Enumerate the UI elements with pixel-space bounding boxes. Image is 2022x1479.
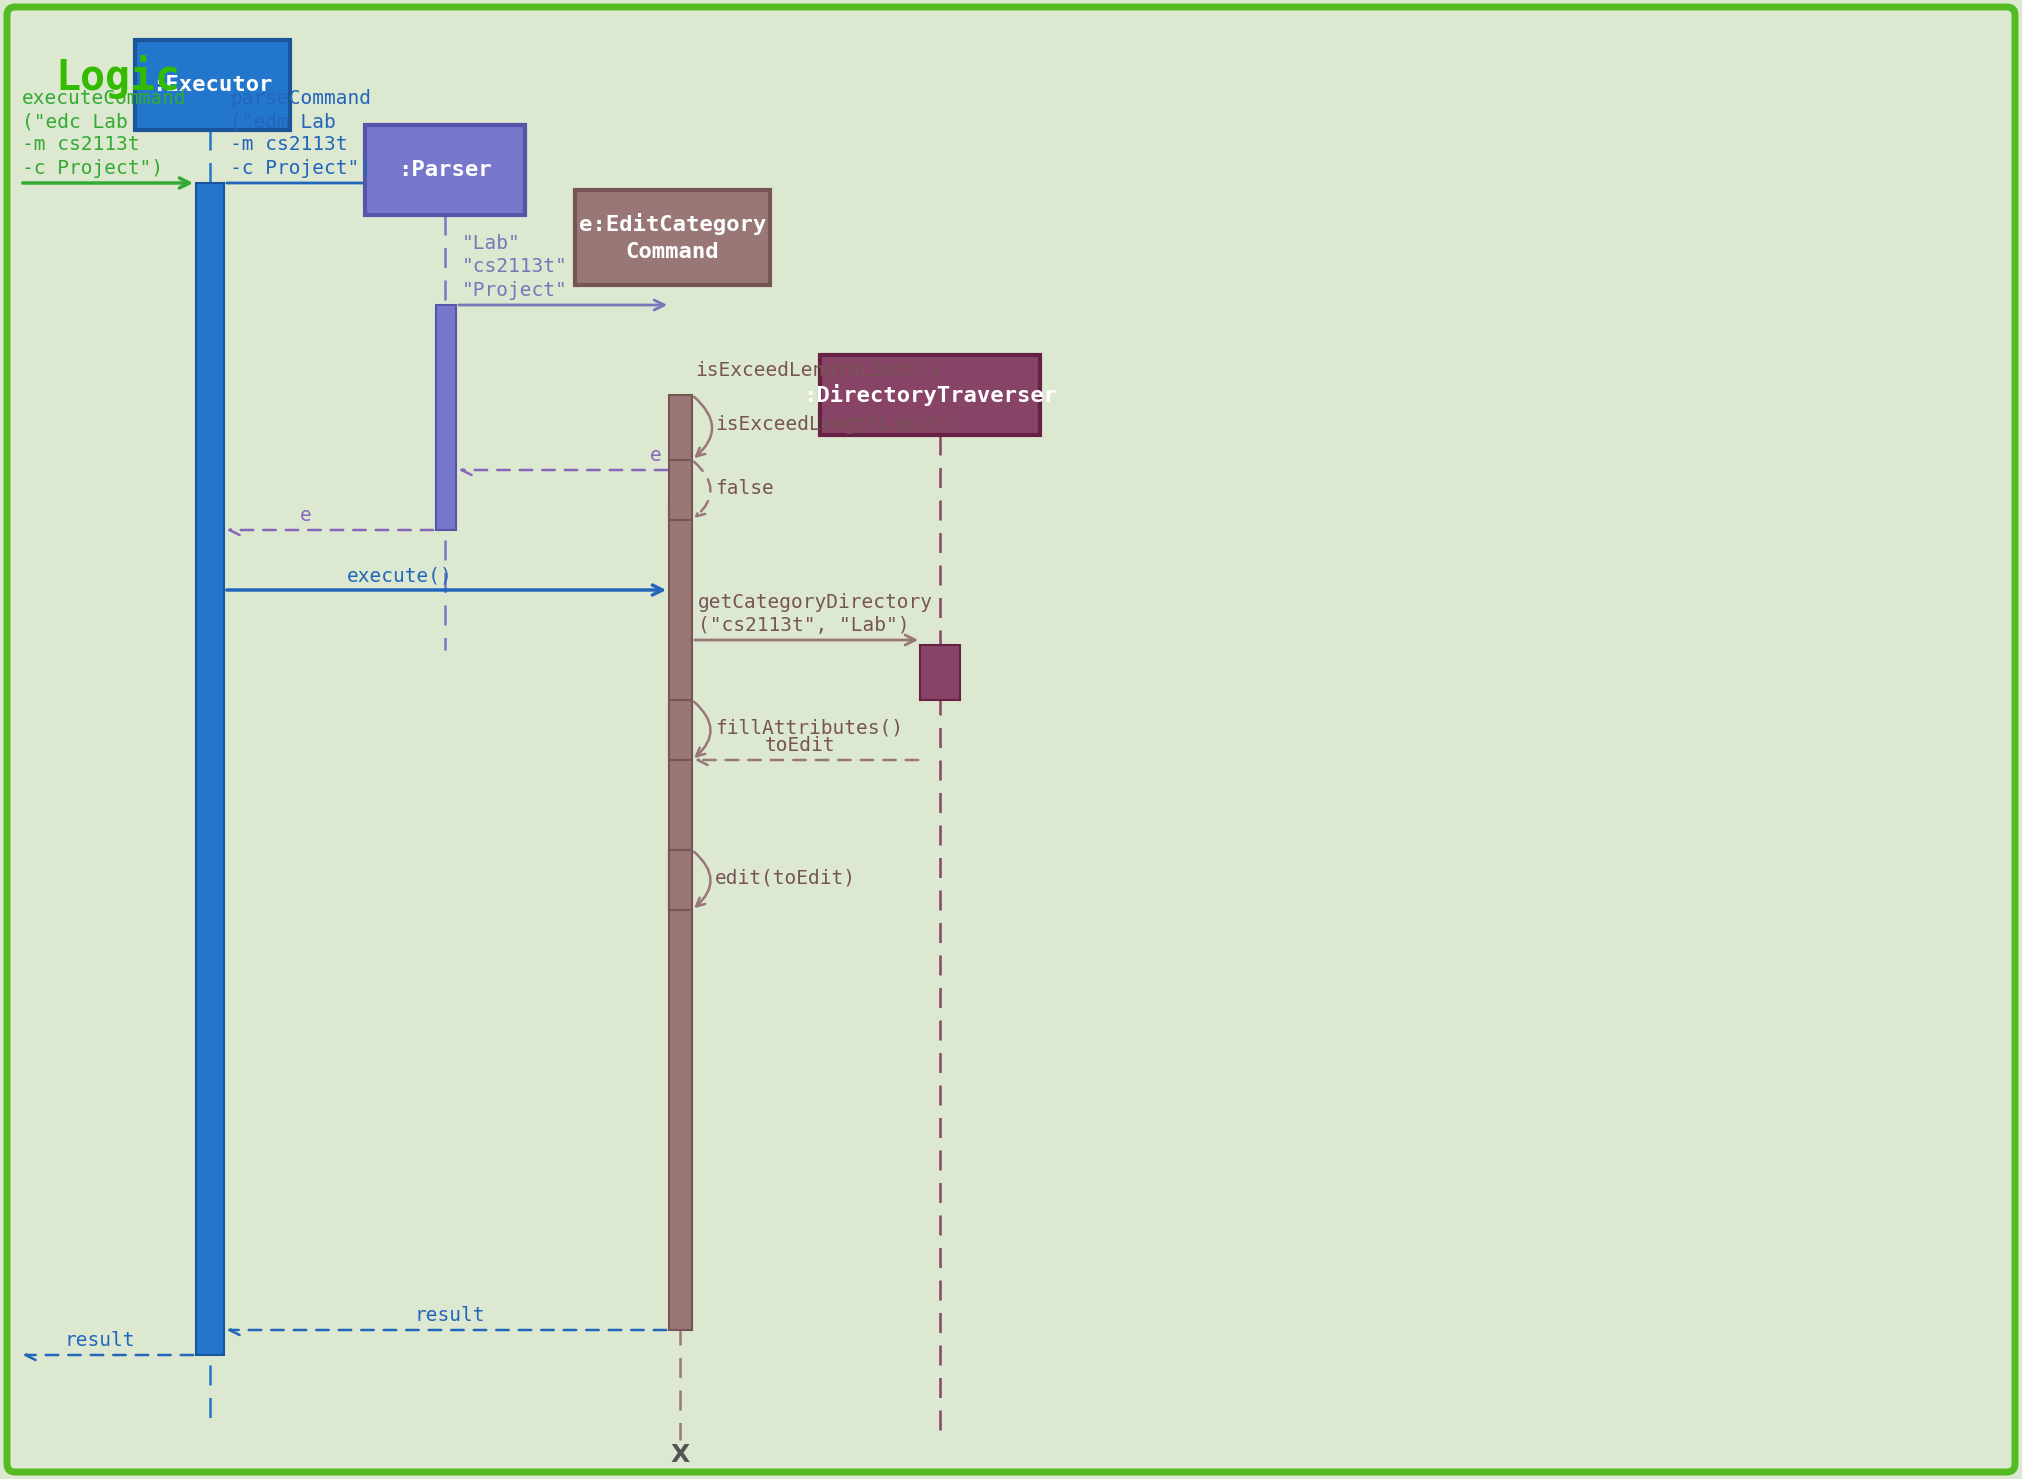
Bar <box>196 183 224 1355</box>
Bar <box>920 645 960 700</box>
Bar <box>821 355 1039 435</box>
Bar <box>574 189 770 285</box>
Text: result: result <box>65 1331 135 1350</box>
Text: Logic: Logic <box>55 55 180 99</box>
Text: execute(): execute() <box>348 566 453 586</box>
Text: getCategoryDirectory
("cs2113t", "Lab"): getCategoryDirectory ("cs2113t", "Lab") <box>698 593 932 634</box>
Bar <box>669 850 692 910</box>
Text: e: e <box>299 506 311 525</box>
Bar <box>437 305 457 529</box>
Text: toEdit: toEdit <box>764 737 835 754</box>
Text: false: false <box>716 479 774 497</box>
Text: parseCommand
("edm Lab
-m cs2113t
-c Project"): parseCommand ("edm Lab -m cs2113t -c Pro… <box>231 89 370 177</box>
Bar <box>669 700 692 760</box>
Text: e: e <box>651 447 661 464</box>
Text: edit(toEdit): edit(toEdit) <box>716 868 855 887</box>
Bar <box>366 126 526 214</box>
FancyBboxPatch shape <box>6 7 2016 1472</box>
Text: fillAttributes(): fillAttributes() <box>716 719 904 738</box>
Bar <box>669 460 692 521</box>
Bar <box>135 40 289 130</box>
Text: isExceedLengthLimit(): isExceedLengthLimit() <box>696 361 942 380</box>
Bar <box>669 501 692 1330</box>
Text: executeCommand
("edc Lab
-m cs2113t
-c Project"): executeCommand ("edc Lab -m cs2113t -c P… <box>22 89 186 177</box>
Text: "Lab"
"cs2113t"
"Project": "Lab" "cs2113t" "Project" <box>461 234 568 300</box>
Bar <box>669 395 692 460</box>
Text: :DirectoryTraverser: :DirectoryTraverser <box>803 385 1058 407</box>
Text: X: X <box>671 1444 690 1467</box>
Text: isExceedLengthLimit(): isExceedLengthLimit() <box>716 416 962 435</box>
Text: :Executor: :Executor <box>152 75 273 95</box>
Text: e:EditCategory
Command: e:EditCategory Command <box>578 213 766 262</box>
Text: result: result <box>415 1306 485 1325</box>
Text: :Parser: :Parser <box>398 160 491 180</box>
